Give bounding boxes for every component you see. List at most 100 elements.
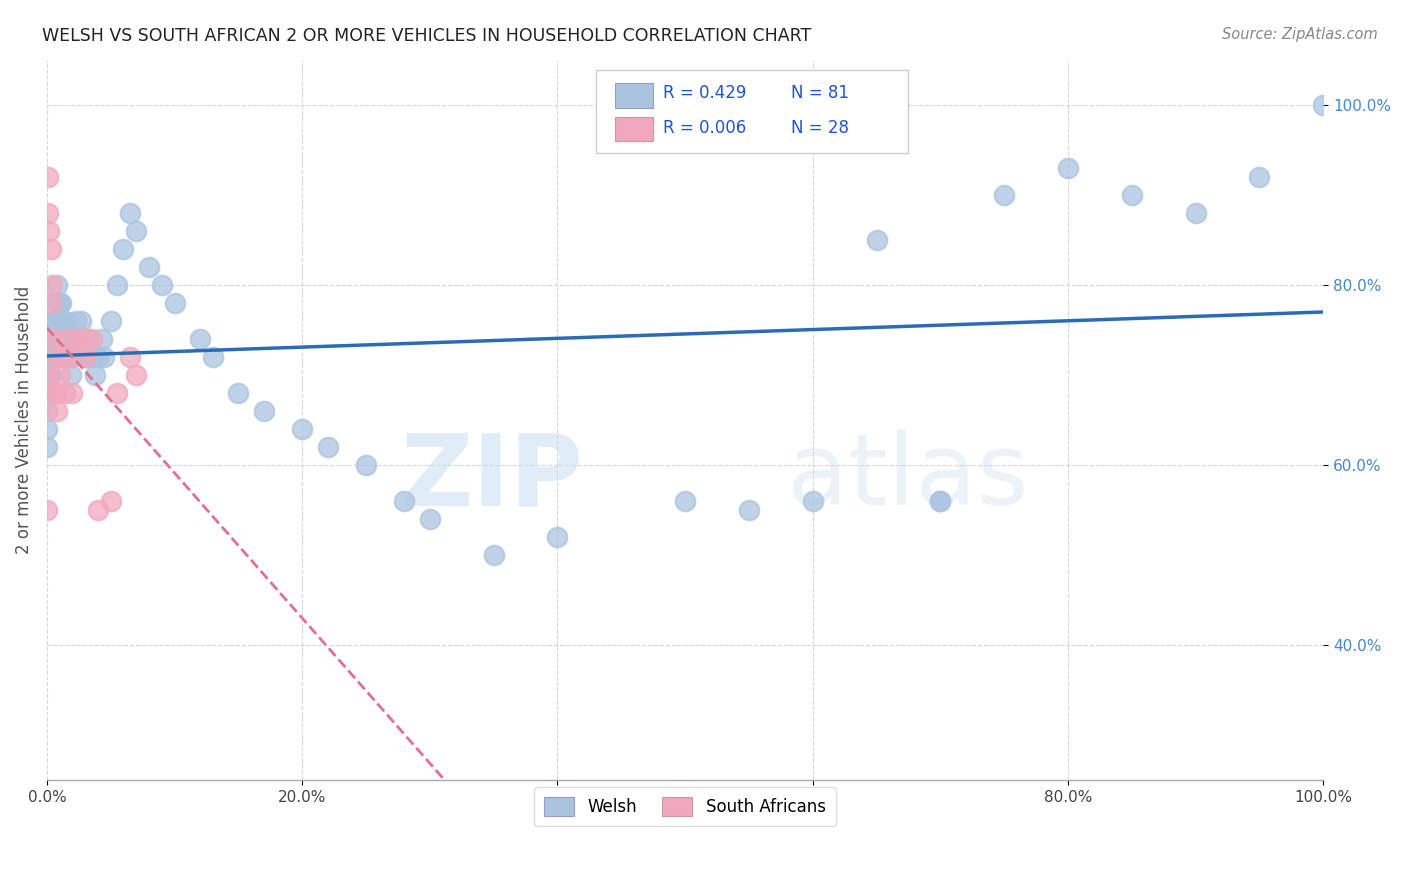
Point: [56, 350, 79, 364]
Text: N = 28: N = 28: [792, 119, 849, 137]
Point: [39, 350, 62, 364]
Point: [58, 332, 80, 346]
Point: [100, 314, 122, 328]
Point: [1249, 169, 1271, 184]
Point: [48, 332, 70, 346]
Text: Source: ZipAtlas.com: Source: ZipAtlas.com: [1222, 27, 1378, 42]
Point: [53, 314, 76, 328]
Point: [188, 332, 211, 346]
Point: [45, 385, 67, 400]
Point: [35, 440, 58, 454]
Point: [44, 332, 66, 346]
Point: [75, 350, 97, 364]
Point: [37, 169, 59, 184]
Point: [35, 385, 58, 400]
Point: [1312, 97, 1334, 112]
Point: [49, 296, 72, 310]
Point: [48, 314, 70, 328]
Point: [1184, 206, 1206, 220]
Point: [63, 332, 86, 346]
Point: [72, 332, 94, 346]
Point: [62, 350, 84, 364]
Point: [52, 332, 75, 346]
Point: [105, 277, 128, 292]
Point: [59, 350, 82, 364]
Point: [42, 350, 65, 364]
Point: [35, 404, 58, 418]
Point: [48, 314, 70, 328]
Point: [738, 503, 761, 517]
Point: [39, 296, 62, 310]
Point: [87, 350, 110, 364]
Point: [48, 350, 70, 364]
Point: [51, 350, 73, 364]
Point: [62, 385, 84, 400]
Point: [67, 332, 90, 346]
Point: [46, 277, 69, 292]
Point: [59, 350, 82, 364]
Point: [546, 530, 568, 544]
Point: [67, 332, 90, 346]
Point: [125, 368, 148, 382]
Point: [291, 422, 314, 436]
Text: R = 0.429: R = 0.429: [664, 85, 747, 103]
Text: N = 81: N = 81: [792, 85, 849, 103]
Point: [37, 368, 59, 382]
Point: [90, 332, 112, 346]
Point: [35, 422, 58, 436]
Legend: Welsh, South Africans: Welsh, South Africans: [534, 787, 835, 826]
Point: [41, 350, 63, 364]
Point: [39, 368, 62, 382]
Point: [39, 332, 62, 346]
Point: [46, 296, 69, 310]
Point: [84, 368, 107, 382]
Point: [37, 385, 59, 400]
Point: [38, 350, 60, 364]
Point: [70, 314, 93, 328]
Point: [35, 503, 58, 517]
Point: [42, 314, 65, 328]
Point: [138, 260, 160, 274]
Point: [801, 494, 824, 508]
Point: [354, 458, 377, 472]
Point: [38, 224, 60, 238]
Point: [41, 332, 63, 346]
Point: [56, 332, 79, 346]
Point: [419, 512, 441, 526]
Point: [46, 404, 69, 418]
Point: [65, 314, 87, 328]
Point: [51, 350, 73, 364]
Point: [80, 350, 103, 364]
Point: [482, 548, 505, 562]
Point: [93, 350, 115, 364]
Point: [72, 332, 94, 346]
Point: [105, 385, 128, 400]
Point: [929, 494, 952, 508]
Point: [48, 296, 70, 310]
Point: [201, 350, 224, 364]
Point: [100, 494, 122, 508]
FancyBboxPatch shape: [614, 117, 654, 141]
Point: [118, 206, 141, 220]
Point: [118, 350, 141, 364]
Point: [228, 385, 250, 400]
Point: [39, 242, 62, 256]
Point: [48, 368, 70, 382]
Text: R = 0.006: R = 0.006: [664, 119, 747, 137]
Point: [673, 494, 696, 508]
Point: [163, 296, 186, 310]
Point: [75, 350, 97, 364]
Text: atlas: atlas: [787, 429, 1029, 526]
Point: [42, 332, 65, 346]
Point: [35, 368, 58, 382]
Point: [87, 503, 110, 517]
Point: [42, 332, 65, 346]
Y-axis label: 2 or more Vehicles in Household: 2 or more Vehicles in Household: [15, 285, 32, 554]
Point: [1057, 161, 1080, 175]
Point: [1121, 187, 1143, 202]
Point: [53, 385, 76, 400]
Point: [41, 277, 63, 292]
Point: [993, 187, 1015, 202]
Point: [44, 385, 66, 400]
Point: [112, 242, 135, 256]
